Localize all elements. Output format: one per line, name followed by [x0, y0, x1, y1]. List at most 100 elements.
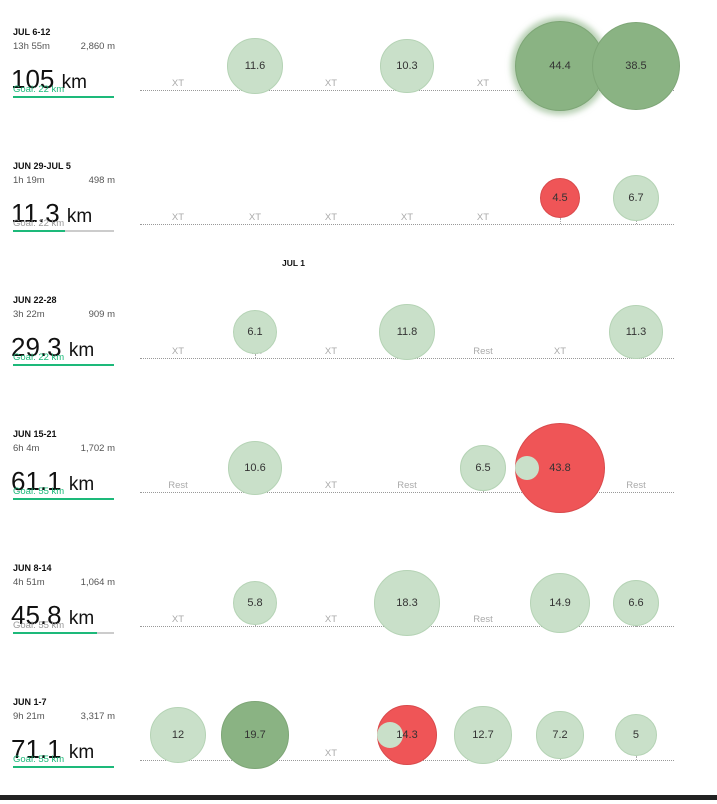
day-activity-label: XT: [249, 212, 261, 223]
run-distance: 12.7: [472, 729, 493, 741]
day-activity-label: XT: [325, 480, 337, 491]
day-activity-label: Rest: [168, 480, 188, 491]
week-elevation: 909 m: [76, 309, 115, 320]
goal-progress-fill: [13, 364, 114, 366]
week-duration: 6h 4m: [13, 443, 39, 454]
run-distance: 14.9: [549, 597, 570, 609]
goal-progress-fill: [13, 230, 65, 232]
day-activity-label: XT: [172, 346, 184, 357]
week-label: JUN 1-7: [13, 697, 47, 707]
goal-progress-bar: [13, 96, 114, 98]
run-bubble[interactable]: 10.6: [228, 441, 282, 495]
run-bubble[interactable]: 5: [615, 714, 657, 756]
week-duration: 3h 22m: [13, 309, 45, 320]
goal-progress-bar: [13, 766, 114, 768]
month-marker: JUL 1: [282, 258, 305, 268]
run-bubble[interactable]: 11.8: [379, 304, 435, 360]
run-bubble[interactable]: 5.8: [233, 581, 277, 625]
run-bubble[interactable]: 14.9: [530, 573, 591, 634]
run-stem: [560, 218, 561, 224]
day-activity-label: XT: [477, 78, 489, 89]
week-baseline: [140, 224, 674, 225]
run-distance: 6.6: [628, 597, 643, 609]
goal-progress-fill: [13, 632, 97, 634]
run-distance: 11.8: [397, 326, 418, 338]
run-bubble[interactable]: 12: [150, 707, 206, 763]
distance-unit: km: [69, 742, 94, 763]
week-elevation: 498 m: [76, 175, 115, 186]
goal-label: Goal: 55 km: [13, 620, 64, 631]
run-distance: 4.5: [552, 192, 567, 204]
week-elevation: 2,860 m: [76, 41, 115, 52]
run-distance: 10.6: [244, 462, 265, 474]
run-distance: 6.7: [628, 192, 643, 204]
day-activity-label: Rest: [473, 346, 493, 357]
run-bubble[interactable]: 10.3: [380, 39, 433, 92]
goal-label: Goal: 22 km: [13, 84, 64, 95]
run-stem: [483, 491, 484, 492]
inner-goal-circle: [515, 456, 539, 480]
goal-progress-bar: [13, 364, 114, 366]
run-distance: 10.3: [396, 60, 417, 72]
goal-progress-bar: [13, 498, 114, 500]
day-activity-label: Rest: [626, 480, 646, 491]
week-label: JUN 22-28: [13, 295, 57, 305]
goal-progress-bar: [13, 230, 114, 232]
run-distance: 5: [633, 729, 639, 741]
day-activity-label: XT: [554, 346, 566, 357]
run-bubble[interactable]: 6.1: [233, 310, 278, 355]
run-bubble[interactable]: 4.5: [540, 178, 581, 219]
run-bubble[interactable]: 18.3: [374, 570, 440, 636]
run-distance: 6.1: [247, 326, 262, 338]
run-distance: 11.3: [626, 326, 647, 338]
week-duration: 9h 21m: [13, 711, 45, 722]
run-distance: 18.3: [396, 597, 417, 609]
day-activity-label: XT: [325, 614, 337, 625]
week-label: JUN 8-14: [13, 563, 52, 573]
day-activity-label: Rest: [473, 614, 493, 625]
week-duration: 4h 51m: [13, 577, 45, 588]
run-distance: 14.3: [396, 729, 417, 741]
run-bubble[interactable]: 7.2: [536, 711, 583, 758]
run-distance: 6.5: [475, 462, 490, 474]
goal-label: Goal: 22 km: [13, 218, 64, 229]
day-activity-label: XT: [172, 614, 184, 625]
day-activity-label: XT: [325, 346, 337, 357]
distance-unit: km: [69, 608, 94, 629]
run-stem: [636, 221, 637, 224]
week-label: JUL 6-12: [13, 27, 50, 37]
footer-bar: [0, 795, 717, 800]
week-elevation: 1,064 m: [76, 577, 115, 588]
run-bubble[interactable]: 6.7: [613, 175, 659, 221]
day-activity-label: XT: [325, 212, 337, 223]
run-bubble[interactable]: 12.7: [454, 706, 511, 763]
run-bubble[interactable]: 11.6: [227, 38, 283, 94]
week-label: JUN 29-JUL 5: [13, 161, 71, 171]
goal-label: Goal: 55 km: [13, 754, 64, 765]
run-stem: [636, 756, 637, 760]
run-bubble[interactable]: 6.5: [460, 445, 506, 491]
run-bubble[interactable]: 43.8: [515, 423, 605, 513]
week-duration: 1h 19m: [13, 175, 45, 186]
day-activity-label: XT: [325, 78, 337, 89]
week-duration: 13h 55m: [13, 41, 50, 52]
run-bubble[interactable]: 6.6: [613, 580, 659, 626]
goal-progress-bar: [13, 632, 114, 634]
goal-label: Goal: 55 km: [13, 486, 64, 497]
run-distance: 12: [172, 729, 184, 741]
run-stem: [255, 625, 256, 626]
distance-unit: km: [67, 206, 92, 227]
run-distance: 43.8: [549, 462, 570, 474]
run-bubble[interactable]: 14.3: [377, 705, 437, 765]
run-bubble[interactable]: 38.5: [592, 22, 680, 110]
run-bubble[interactable]: 19.7: [221, 701, 288, 768]
day-activity-label: XT: [401, 212, 413, 223]
run-distance: 5.8: [247, 597, 262, 609]
run-bubble[interactable]: 11.3: [609, 305, 664, 360]
